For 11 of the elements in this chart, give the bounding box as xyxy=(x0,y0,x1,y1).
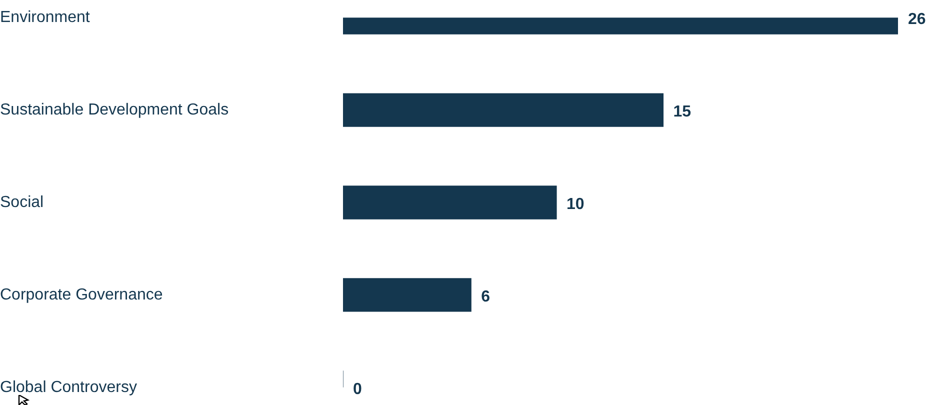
data-label: 0 xyxy=(353,380,362,398)
data-label: 10 xyxy=(566,196,584,213)
y-tick-label: Social xyxy=(0,194,44,211)
bar xyxy=(343,186,557,220)
data-label: 6 xyxy=(481,288,490,306)
y-tick-label: Environment xyxy=(0,9,90,26)
data-label: 26 xyxy=(908,11,926,28)
y-tick-label: Corporate Governance xyxy=(0,286,163,304)
data-label: 15 xyxy=(673,103,692,120)
y-tick-label: Sustainable Development Goals xyxy=(0,101,229,118)
y-tick-label: Global Controversy xyxy=(0,378,137,396)
